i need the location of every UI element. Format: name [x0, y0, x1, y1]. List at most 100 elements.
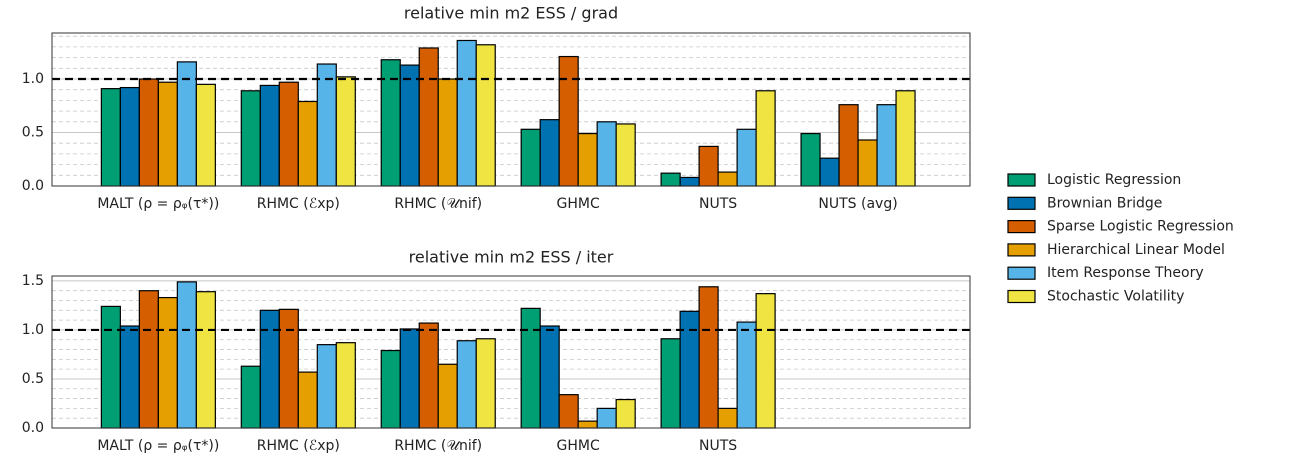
x-tick-label: GHMC: [557, 196, 600, 212]
bar: [596, 407, 617, 429]
bar: [297, 371, 318, 429]
legend-swatch: [1007, 196, 1036, 210]
bar: [437, 363, 458, 429]
bar: [138, 78, 159, 187]
bar: [717, 407, 738, 429]
bar: [577, 132, 598, 187]
bar: [240, 365, 261, 429]
legend-label: Stochastic Volatility: [1047, 289, 1184, 305]
chart-title: relative min m2 ESS / grad: [404, 4, 618, 23]
bar: [380, 349, 401, 429]
bar: [100, 305, 121, 429]
bar: [418, 322, 439, 429]
bar: [838, 104, 859, 187]
legend-swatch: [1007, 266, 1036, 280]
bar: [660, 172, 681, 187]
bar: [240, 90, 261, 187]
legend-label: Sparse Logistic Regression: [1047, 219, 1234, 235]
bar: [895, 90, 916, 187]
bar: [755, 90, 776, 187]
bar: [717, 171, 738, 187]
bar: [660, 338, 681, 429]
bar: [278, 308, 299, 429]
bar: [316, 63, 337, 187]
bar: [800, 132, 821, 187]
bar: [819, 157, 840, 187]
bar: [119, 325, 140, 429]
x-tick-label: NUTS: [699, 438, 737, 454]
legend-label: Brownian Bridge: [1047, 195, 1162, 211]
y-tick-label: 1.0: [22, 322, 44, 338]
bar: [456, 340, 477, 429]
legend-swatch: [1007, 243, 1036, 257]
bar: [475, 338, 496, 429]
legend-swatch: [1007, 173, 1036, 187]
y-tick-label: 0.0: [22, 420, 44, 436]
bar: [539, 325, 560, 429]
bar: [577, 420, 598, 429]
bar: [736, 321, 757, 429]
bar: [520, 128, 541, 187]
legend-label: Hierarchical Linear Model: [1047, 242, 1225, 258]
y-tick-label: 1.5: [22, 273, 44, 289]
axes-frame: [51, 32, 971, 187]
bar: [520, 307, 541, 429]
x-tick-label: RHMC (𝒰nif): [394, 438, 482, 454]
bar: [176, 281, 197, 429]
bar: [157, 81, 178, 187]
bar: [176, 61, 197, 187]
legend-swatch: [1007, 220, 1036, 234]
bar: [456, 39, 477, 187]
bar: [195, 83, 216, 187]
bar: [475, 44, 496, 187]
bar: [297, 100, 318, 187]
bar: [539, 119, 560, 187]
y-tick-label: 0.5: [22, 125, 44, 141]
bar: [278, 81, 299, 187]
bar: [596, 121, 617, 187]
bar: [615, 398, 636, 429]
bar: [876, 104, 897, 187]
x-tick-label: RHMC (ℰxp): [257, 438, 340, 454]
bar: [558, 55, 579, 187]
bar: [157, 296, 178, 429]
bar: [857, 139, 878, 187]
bar: [399, 64, 420, 187]
chart-title: relative min m2 ESS / iter: [409, 248, 614, 267]
bar: [335, 76, 356, 187]
bar: [399, 328, 420, 429]
bar: [679, 176, 700, 187]
bar: [679, 310, 700, 429]
x-tick-label: NUTS (avg): [818, 196, 897, 212]
x-tick-label: NUTS: [699, 196, 737, 212]
bar: [119, 86, 140, 187]
y-tick-label: 0.0: [22, 178, 44, 194]
x-tick-label: GHMC: [557, 438, 600, 454]
bar: [698, 286, 719, 429]
y-tick-label: 0.5: [22, 371, 44, 387]
bar: [316, 344, 337, 429]
bar: [418, 47, 439, 187]
x-tick-label: RHMC (𝒰nif): [394, 196, 482, 212]
legend-swatch: [1007, 289, 1036, 304]
bar: [100, 88, 121, 187]
x-tick-label: RHMC (ℰxp): [257, 196, 340, 212]
bar: [335, 342, 356, 429]
bar: [558, 394, 579, 429]
bar: [437, 78, 458, 187]
x-tick-label: MALT (ρ = ρᵩ(τ*)): [97, 196, 219, 212]
bar: [138, 290, 159, 429]
axes-frame: [51, 275, 971, 429]
legend-label: Logistic Regression: [1047, 172, 1181, 188]
legend-label: Item Response Theory: [1047, 265, 1204, 281]
bar: [259, 84, 280, 187]
bar: [755, 293, 776, 429]
bar: [615, 123, 636, 187]
bar: [195, 291, 216, 429]
bar: [736, 128, 757, 187]
x-tick-label: MALT (ρ = ρᵩ(τ*)): [97, 438, 219, 454]
bar: [698, 145, 719, 187]
y-tick-label: 1.0: [22, 71, 44, 87]
bar: [259, 309, 280, 429]
